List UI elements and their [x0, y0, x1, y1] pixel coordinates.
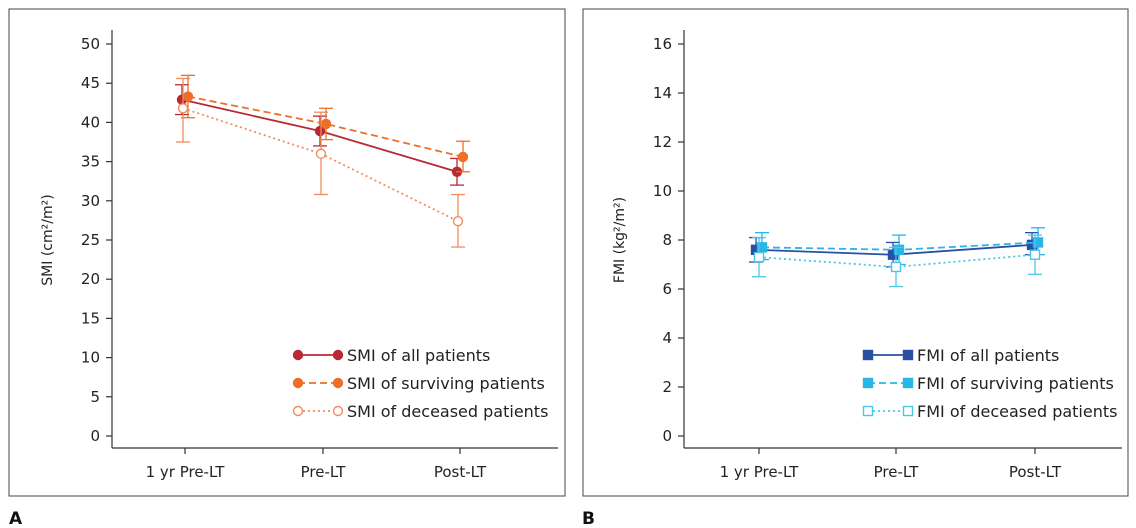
y-tick-label: 0 [90, 427, 100, 445]
y-tick-label: 30 [81, 192, 100, 210]
series-line [187, 95, 464, 158]
legend-marker [332, 377, 344, 389]
data-point [1032, 237, 1044, 248]
x-tick-label: 1 yr Pre-LT [146, 463, 226, 481]
x-tick-label: Pre-LT [301, 463, 347, 481]
data-point [182, 91, 194, 102]
data-point [315, 148, 327, 159]
y-tick-label: 10 [653, 182, 672, 200]
legend-marker [862, 405, 874, 417]
legend-marker [902, 405, 914, 417]
panel-b: B 0 2 4 6 8 10 12 14 16 1 yr Pre-LT Pre-LT Post-LT FM… [582, 8, 1129, 528]
panel-letter: A [9, 509, 23, 528]
y-tick-label: 8 [662, 231, 672, 249]
data-point [452, 215, 464, 227]
legend-marker [862, 377, 874, 389]
legend-label: SMI of deceased patients [347, 402, 548, 421]
legend-marker [902, 349, 914, 361]
x-tick-label: 1 yr Pre-LT [720, 463, 800, 481]
x-tick-label: Post-LT [1009, 463, 1062, 481]
legend-label: FMI of surviving patients [917, 374, 1114, 393]
data-point [890, 261, 902, 273]
y-axis-title: SMI (cm²/m²) [40, 194, 56, 285]
y-tick-label: 15 [81, 309, 100, 327]
y-tick-label: 45 [81, 74, 100, 92]
legend-marker [292, 405, 304, 417]
panel-frame [582, 8, 1129, 497]
data-point [756, 242, 768, 253]
legend-label: SMI of surviving patients [347, 374, 545, 393]
legend-marker [292, 349, 304, 361]
legend-marker [292, 377, 304, 389]
y-tick-label: 14 [653, 84, 672, 102]
legend-marker [902, 377, 914, 389]
data-point [320, 118, 332, 130]
x-tick-label: Post-LT [434, 463, 487, 481]
panel-frame [8, 8, 566, 497]
y-tick-label: 40 [81, 113, 100, 131]
y-tick-label: 2 [662, 378, 672, 396]
panel-a: A 0 5 10 15 20 25 30 35 40 45 50 1 yr Pre-LT Pre-LT Po… [8, 8, 566, 528]
legend-marker [332, 405, 344, 417]
legend-label: FMI of deceased patients [917, 402, 1117, 421]
y-tick-label: 5 [90, 388, 100, 406]
y-axis-title: FMI (kg²/m²) [612, 197, 628, 283]
legend-marker [332, 349, 344, 361]
y-tick-label: 0 [662, 427, 672, 445]
series-line [758, 253, 1036, 268]
y-tick-label: 25 [81, 231, 100, 249]
y-tick-label: 50 [81, 35, 100, 53]
x-tick-label: Pre-LT [874, 463, 920, 481]
y-tick-label: 35 [81, 153, 100, 171]
data-point [177, 103, 189, 114]
data-point [893, 244, 905, 256]
legend-label: FMI of all patients [917, 346, 1059, 365]
y-tick-label: 6 [662, 280, 672, 298]
y-tick-label: 10 [81, 349, 100, 367]
y-tick-label: 4 [662, 329, 672, 347]
data-point [753, 251, 765, 263]
y-tick-label: 16 [653, 35, 672, 53]
panel-letter: B [582, 509, 595, 528]
legend-marker [862, 349, 874, 361]
data-point [1029, 249, 1041, 260]
y-tick-label: 20 [81, 270, 100, 288]
y-tick-label: 12 [653, 133, 672, 151]
legend-label: SMI of all patients [347, 346, 490, 365]
data-point [314, 125, 326, 137]
data-point [457, 151, 469, 163]
